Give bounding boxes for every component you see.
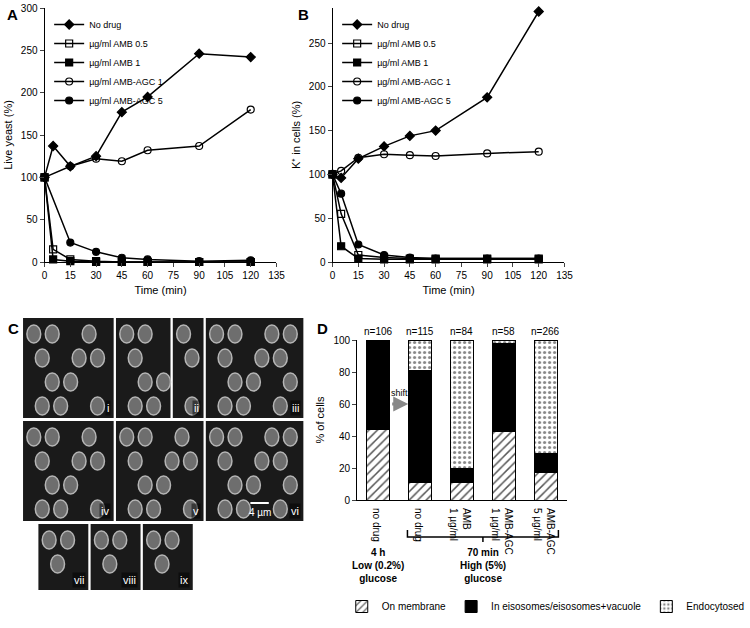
svg-text:0: 0 xyxy=(330,270,336,281)
svg-text:v: v xyxy=(193,505,199,517)
svg-text:µg/ml AMB 0.5: µg/ml AMB 0.5 xyxy=(89,39,148,49)
svg-text:AMB1 µg/ml: AMB1 µg/ml xyxy=(448,508,472,541)
svg-text:100: 100 xyxy=(21,172,38,183)
svg-text:n=106: n=106 xyxy=(364,326,393,337)
svg-text:60: 60 xyxy=(430,270,442,281)
svg-text:viii: viii xyxy=(123,574,136,586)
svg-text:AMB-AGC1 µg/ml: AMB-AGC1 µg/ml xyxy=(490,508,514,555)
svg-text:In eisosomes/eisosomes+vacuole: In eisosomes/eisosomes+vacuole xyxy=(491,601,641,612)
svg-text:A: A xyxy=(7,6,18,23)
svg-text:80: 80 xyxy=(339,367,351,378)
svg-text:200: 200 xyxy=(309,81,326,92)
svg-text:50: 50 xyxy=(26,214,38,225)
svg-text:iv: iv xyxy=(101,505,109,517)
svg-text:100: 100 xyxy=(309,169,326,180)
svg-text:90: 90 xyxy=(482,270,494,281)
svg-text:vii: vii xyxy=(74,574,84,586)
svg-text:Endocytosed: Endocytosed xyxy=(686,601,744,612)
svg-text:135: 135 xyxy=(268,270,285,281)
svg-text:B: B xyxy=(298,6,309,23)
svg-text:0: 0 xyxy=(320,257,326,268)
svg-text:Time (min): Time (min) xyxy=(422,284,474,296)
svg-text:200: 200 xyxy=(21,87,38,98)
svg-text:µg/ml AMB 0.5: µg/ml AMB 0.5 xyxy=(377,39,436,49)
svg-text:105: 105 xyxy=(505,270,522,281)
svg-text:On membrane: On membrane xyxy=(382,601,446,612)
svg-text:60: 60 xyxy=(142,270,154,281)
svg-text:D: D xyxy=(317,320,328,337)
svg-text:n=115: n=115 xyxy=(406,326,434,337)
svg-text:45: 45 xyxy=(404,270,416,281)
svg-text:iii: iii xyxy=(292,402,299,414)
svg-text:Time (min): Time (min) xyxy=(134,284,186,296)
svg-text:150: 150 xyxy=(21,130,38,141)
svg-text:AMB-AGC5 µg/ml: AMB-AGC5 µg/ml xyxy=(532,508,556,555)
svg-text:15: 15 xyxy=(353,270,365,281)
svg-text:µg/ml AMB-AGC 5: µg/ml AMB-AGC 5 xyxy=(89,96,163,106)
svg-text:135: 135 xyxy=(556,270,573,281)
svg-text:i: i xyxy=(107,402,109,414)
svg-text:µg/ml AMB 1: µg/ml AMB 1 xyxy=(377,58,428,68)
svg-text:C: C xyxy=(8,320,19,337)
svg-text:75: 75 xyxy=(456,270,468,281)
svg-text:4 µm: 4 µm xyxy=(249,507,271,518)
svg-text:300: 300 xyxy=(21,3,38,14)
svg-text:90: 90 xyxy=(194,270,206,281)
svg-text:0: 0 xyxy=(32,257,38,268)
svg-text:Live yeast (%): Live yeast (%) xyxy=(2,100,14,170)
svg-text:120: 120 xyxy=(242,270,259,281)
svg-text:% of cells: % of cells xyxy=(314,396,326,444)
svg-text:45: 45 xyxy=(116,270,128,281)
svg-text:No drug: No drug xyxy=(89,20,121,30)
svg-text:n=58: n=58 xyxy=(492,326,515,337)
svg-text:n=266: n=266 xyxy=(531,326,560,337)
svg-text:no drug: no drug xyxy=(371,508,382,542)
svg-text:250: 250 xyxy=(309,38,326,49)
svg-text:20: 20 xyxy=(339,463,351,474)
svg-text:µg/ml AMB-AGC 5: µg/ml AMB-AGC 5 xyxy=(377,96,451,106)
svg-text:ii: ii xyxy=(194,402,199,414)
svg-text:shift: shift xyxy=(391,388,408,398)
svg-text:40: 40 xyxy=(339,431,351,442)
svg-text:4 hLow (0.2%)glucose: 4 hLow (0.2%)glucose xyxy=(352,547,404,584)
svg-text:75: 75 xyxy=(168,270,180,281)
svg-text:30: 30 xyxy=(379,270,391,281)
svg-text:vi: vi xyxy=(291,505,299,517)
svg-text:70 minHigh (5%)glucose: 70 minHigh (5%)glucose xyxy=(460,547,506,584)
svg-text:100: 100 xyxy=(333,335,350,346)
svg-text:No drug: No drug xyxy=(377,20,409,30)
svg-text:60: 60 xyxy=(339,399,351,410)
svg-text:µg/ml AMB 1: µg/ml AMB 1 xyxy=(89,58,140,68)
svg-text:no drug: no drug xyxy=(413,508,424,542)
svg-text:120: 120 xyxy=(530,270,547,281)
svg-text:ix: ix xyxy=(180,574,188,586)
svg-text:µg/ml AMB-AGC 1: µg/ml AMB-AGC 1 xyxy=(377,77,451,87)
svg-text:250: 250 xyxy=(21,45,38,56)
svg-text:150: 150 xyxy=(309,125,326,136)
svg-text:50: 50 xyxy=(314,213,326,224)
svg-text:K⁺ in cells (%): K⁺ in cells (%) xyxy=(290,101,302,169)
svg-text:30: 30 xyxy=(91,270,103,281)
svg-text:105: 105 xyxy=(217,270,234,281)
svg-text:n=84: n=84 xyxy=(450,326,473,337)
svg-text:15: 15 xyxy=(65,270,77,281)
svg-text:0: 0 xyxy=(42,270,48,281)
svg-text:0: 0 xyxy=(345,495,351,506)
svg-text:µg/ml AMB-AGC 1: µg/ml AMB-AGC 1 xyxy=(89,77,163,87)
